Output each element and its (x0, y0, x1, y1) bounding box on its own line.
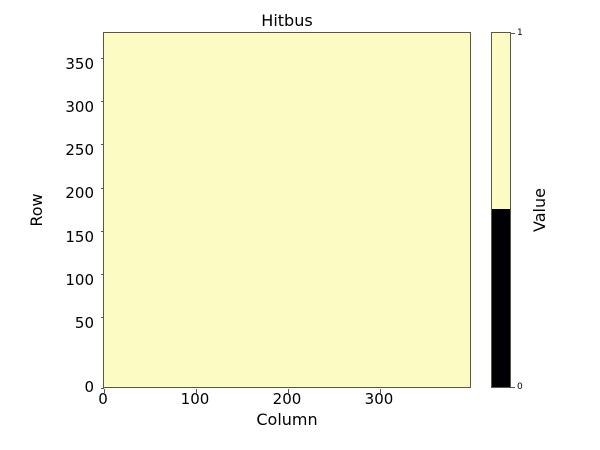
xtick-mark (104, 389, 105, 393)
xtick-mark (288, 389, 289, 393)
heatmap-axes[interactable] (100, 32, 471, 393)
ytick-mark (100, 101, 104, 102)
ytick-label: 50 (74, 314, 94, 332)
xtick-label: 300 (364, 390, 394, 408)
ytick-label: 0 (84, 378, 94, 396)
ytick-label: 300 (65, 98, 94, 116)
ytick-mark (100, 388, 104, 389)
ytick-label: 100 (65, 271, 94, 289)
colorbar-tick-label: 1 (517, 28, 523, 38)
ytick-mark (100, 188, 104, 189)
colorbar-low-segment (492, 208, 510, 387)
colorbar-tick-label: 0 (517, 382, 523, 392)
xtick-label: 0 (98, 390, 108, 408)
xtick-label: 200 (272, 390, 302, 408)
xtick-mark (196, 389, 197, 393)
chart-title: Hitbus (261, 11, 313, 30)
ytick-label: 250 (65, 141, 94, 159)
colorbar-label: Value (529, 188, 549, 232)
ytick-mark (100, 274, 104, 275)
y-axis-label: Row (26, 193, 46, 227)
ytick-label: 150 (65, 228, 94, 246)
ytick-mark (100, 58, 104, 59)
ytick-label: 200 (65, 184, 94, 202)
xtick-label: 100 (180, 390, 210, 408)
ytick-mark (100, 231, 104, 232)
heatmap-image (104, 33, 470, 387)
ytick-label: 350 (65, 55, 94, 73)
ytick-mark (100, 317, 104, 318)
colorbar-tick-mark (511, 33, 515, 34)
colorbar-high-segment (492, 33, 510, 209)
colorbar[interactable] (491, 32, 511, 388)
x-axis-label: Column (256, 410, 318, 429)
xtick-mark (380, 389, 381, 393)
ytick-mark (100, 144, 104, 145)
colorbar-tick-mark (511, 387, 515, 388)
